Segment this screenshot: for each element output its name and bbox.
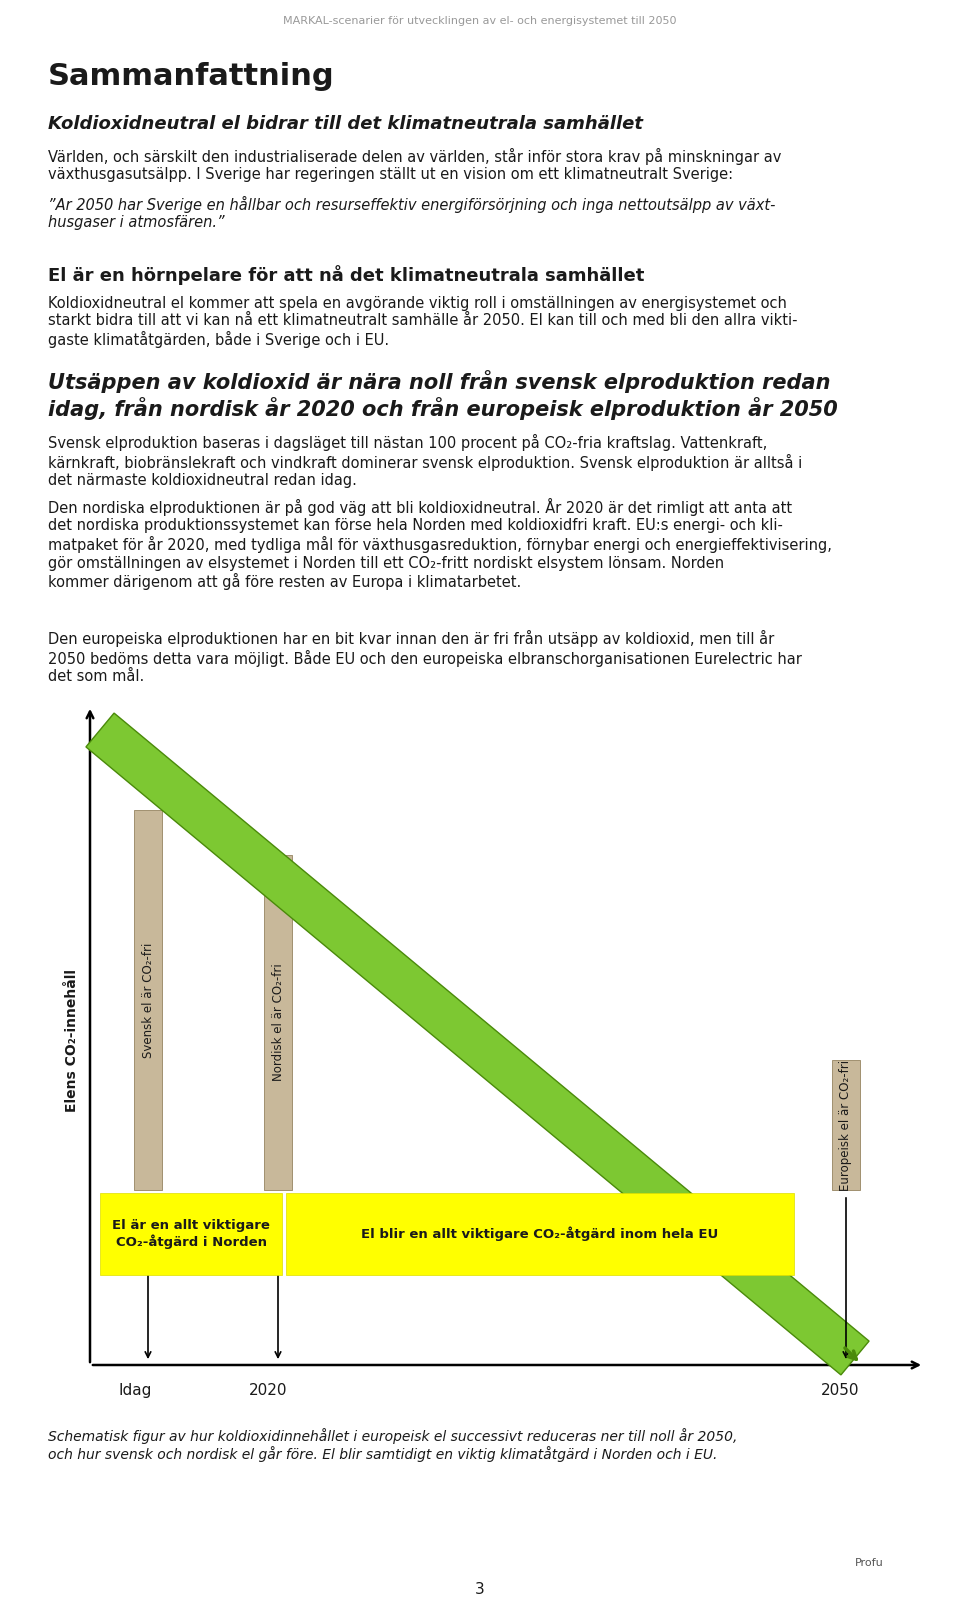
Text: Europeisk el är CO₂-fri: Europeisk el är CO₂-fri	[839, 1059, 852, 1190]
Text: Schematisk figur av hur koldioxidinnehållet i europeisk el successivt reduceras : Schematisk figur av hur koldioxidinnehål…	[48, 1428, 737, 1462]
Text: 2050: 2050	[821, 1383, 859, 1399]
Text: Profu: Profu	[855, 1559, 884, 1568]
Text: Utsäppen av koldioxid är nära noll från svensk elproduktion redan
idag, från nor: Utsäppen av koldioxid är nära noll från …	[48, 370, 838, 420]
Polygon shape	[86, 713, 869, 1374]
Text: MARKAL-scenarier för utvecklingen av el- och energisystemet till 2050: MARKAL-scenarier för utvecklingen av el-…	[283, 16, 677, 26]
Text: ”Ar 2050 har Sverige en hållbar och resurseffektiv energiförsörjning och inga ne: ”Ar 2050 har Sverige en hållbar och resu…	[48, 196, 776, 230]
Text: 2020: 2020	[249, 1383, 287, 1399]
Text: Den europeiska elproduktionen har en bit kvar innan den är fri från utsäpp av ko: Den europeiska elproduktionen har en bit…	[48, 631, 802, 684]
Text: Svensk elproduktion baseras i dagsläget till nästan 100 procent på CO₂-fria kraf: Svensk elproduktion baseras i dagsläget …	[48, 433, 803, 488]
Text: El är en hörnpelare för att nå det klimatneutrala samhället: El är en hörnpelare för att nå det klima…	[48, 265, 644, 285]
Text: Världen, och särskilt den industrialiserade delen av världen, står inför stora k: Världen, och särskilt den industrialiser…	[48, 149, 781, 183]
Bar	[100, 1193, 282, 1274]
Bar	[286, 1193, 794, 1274]
Bar	[134, 810, 162, 1190]
Text: Idag: Idag	[118, 1383, 152, 1399]
Text: 3: 3	[475, 1581, 485, 1598]
Text: Den nordiska elproduktionen är på god väg att bli koldioxidneutral. År 2020 är d: Den nordiska elproduktionen är på god vä…	[48, 498, 832, 590]
Bar	[264, 855, 292, 1190]
Text: Nordisk el är CO₂-fri: Nordisk el är CO₂-fri	[272, 964, 284, 1080]
Text: Elens CO₂-innehåll: Elens CO₂-innehåll	[65, 970, 79, 1112]
Text: El är en allt viktigare
CO₂-åtgärd i Norden: El är en allt viktigare CO₂-åtgärd i Nor…	[112, 1219, 270, 1248]
Text: Koldioxidneutral el kommer att spela en avgörande viktig roll i omställningen av: Koldioxidneutral el kommer att spela en …	[48, 296, 798, 348]
Bar	[832, 1061, 860, 1190]
Text: Koldioxidneutral el bidrar till det klimatneutrala samhället: Koldioxidneutral el bidrar till det klim…	[48, 115, 643, 133]
Text: El blir en allt viktigare CO₂-åtgärd inom hela EU: El blir en allt viktigare CO₂-åtgärd ino…	[361, 1227, 719, 1242]
Text: Svensk el är CO₂-fri: Svensk el är CO₂-fri	[141, 943, 155, 1058]
Text: Sammanfattning: Sammanfattning	[48, 61, 335, 91]
